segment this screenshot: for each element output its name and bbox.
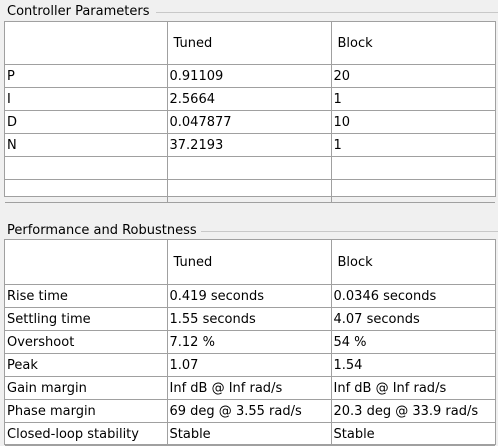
block-value-cell[interactable]: 1 <box>330 87 495 111</box>
tuned-value-cell[interactable]: 0.91109 <box>166 64 332 88</box>
table-row[interactable]: Rise time 0.419 seconds 0.0346 seconds <box>5 284 495 308</box>
column-header-parameter <box>5 22 168 65</box>
block-value-cell[interactable] <box>330 179 495 203</box>
tuned-value-cell[interactable] <box>166 179 332 203</box>
block-value-cell: 4.07 seconds <box>330 307 495 331</box>
block-value-cell: 1.54 <box>330 353 495 377</box>
performance-robustness-table: Tuned Block Rise time 0.419 seconds 0.03… <box>4 239 496 446</box>
tuned-value-cell[interactable] <box>166 156 332 180</box>
table-header-row: Tuned Block <box>5 22 495 65</box>
metric-name-cell: Settling time <box>5 307 168 331</box>
parameter-name-cell: N <box>5 133 168 157</box>
table-row[interactable]: Phase margin 69 deg @ 3.55 rad/s 20.3 de… <box>5 399 495 423</box>
table-row[interactable]: Overshoot 7.12 % 54 % <box>5 330 495 354</box>
block-value-cell: Inf dB @ Inf rad/s <box>330 376 495 400</box>
tuned-value-cell[interactable]: 0.047877 <box>166 110 332 134</box>
block-value-cell[interactable]: 10 <box>330 110 495 134</box>
block-value-cell[interactable]: 20 <box>330 64 495 88</box>
table-row[interactable]: N 37.2193 1 <box>5 133 495 157</box>
controller-parameters-table: Tuned Block P 0.91109 20 I 2.5664 1 D 0.… <box>4 21 496 203</box>
parameter-name-cell <box>5 179 168 203</box>
controller-title-divider <box>156 12 498 13</box>
metric-name-cell: Phase margin <box>5 399 168 423</box>
column-header-block: Block <box>330 240 495 285</box>
parameter-name-cell: D <box>5 110 168 134</box>
block-value-cell: Stable <box>330 422 495 446</box>
metric-name-cell: Overshoot <box>5 330 168 354</box>
tuned-value-cell[interactable]: 2.5664 <box>166 87 332 111</box>
metric-name-cell: Closed-loop stability <box>5 422 168 446</box>
table-row[interactable]: Settling time 1.55 seconds 4.07 seconds <box>5 307 495 331</box>
performance-title-divider <box>201 231 498 232</box>
metric-name-cell: Peak <box>5 353 168 377</box>
block-value-cell[interactable] <box>330 156 495 180</box>
block-value-cell[interactable]: 1 <box>330 133 495 157</box>
table-row[interactable]: I 2.5664 1 <box>5 87 495 111</box>
tuned-value-cell: 7.12 % <box>166 330 332 354</box>
table-row[interactable] <box>5 156 495 180</box>
performance-robustness-title: Performance and Robustness <box>7 223 197 238</box>
tuned-value-cell: Stable <box>166 422 332 446</box>
column-header-metric <box>5 240 168 285</box>
block-value-cell: 54 % <box>330 330 495 354</box>
table-header-row: Tuned Block <box>5 240 495 285</box>
column-header-tuned: Tuned <box>166 240 332 285</box>
controller-parameters-title: Controller Parameters <box>7 4 150 19</box>
block-value-cell: 20.3 deg @ 33.9 rad/s <box>330 399 495 423</box>
block-value-cell: 0.0346 seconds <box>330 284 495 308</box>
metric-name-cell: Gain margin <box>5 376 168 400</box>
table-row[interactable]: P 0.91109 20 <box>5 64 495 88</box>
performance-robustness-panel: Performance and Robustness Tuned Block R… <box>0 218 498 446</box>
table-row[interactable]: Peak 1.07 1.54 <box>5 353 495 377</box>
tuned-value-cell: Inf dB @ Inf rad/s <box>166 376 332 400</box>
parameter-name-cell: P <box>5 64 168 88</box>
column-header-block: Block <box>330 22 495 65</box>
table-row[interactable]: D 0.047877 10 <box>5 110 495 134</box>
tuned-value-cell: 1.07 <box>166 353 332 377</box>
tuned-value-cell: 0.419 seconds <box>166 284 332 308</box>
tuned-value-cell: 1.55 seconds <box>166 307 332 331</box>
metric-name-cell: Rise time <box>5 284 168 308</box>
controller-parameters-panel: Controller Parameters Tuned Block P 0.91… <box>0 0 498 205</box>
parameter-name-cell <box>5 156 168 180</box>
table-row[interactable] <box>5 179 495 203</box>
column-header-tuned: Tuned <box>166 22 332 65</box>
parameter-name-cell: I <box>5 87 168 111</box>
table-row[interactable]: Gain margin Inf dB @ Inf rad/s Inf dB @ … <box>5 376 495 400</box>
tuned-value-cell: 69 deg @ 3.55 rad/s <box>166 399 332 423</box>
table-row[interactable]: Closed-loop stability Stable Stable <box>5 422 495 446</box>
tuned-value-cell[interactable]: 37.2193 <box>166 133 332 157</box>
